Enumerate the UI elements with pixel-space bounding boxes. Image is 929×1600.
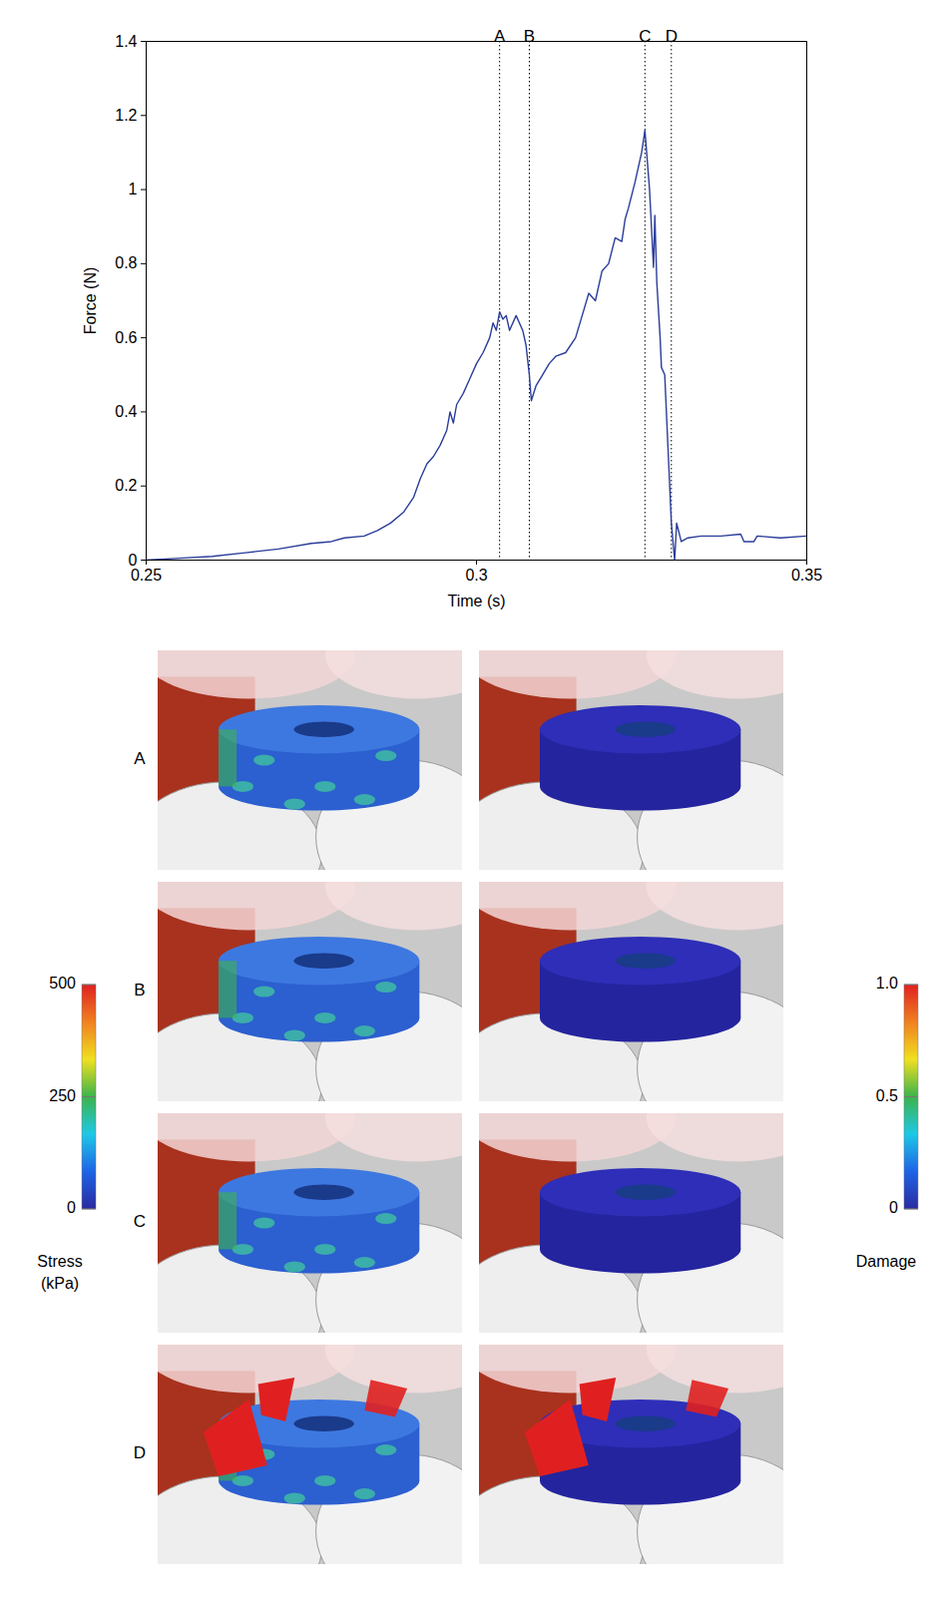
svg-text:1.4: 1.4 — [114, 32, 137, 50]
svg-text:A: A — [493, 26, 506, 46]
svg-text:1.0: 1.0 — [876, 974, 899, 992]
svg-text:Damage: Damage — [856, 1253, 918, 1271]
svg-text:D: D — [665, 26, 678, 46]
svg-text:0.35: 0.35 — [791, 566, 823, 584]
svg-text:0.25: 0.25 — [130, 566, 162, 584]
svg-text:B: B — [133, 980, 145, 1000]
svg-text:0.3: 0.3 — [464, 566, 487, 584]
svg-text:D: D — [133, 1443, 146, 1463]
svg-text:0.6: 0.6 — [114, 329, 137, 347]
svg-text:A: A — [133, 749, 146, 769]
svg-text:0.5: 0.5 — [876, 1087, 899, 1105]
svg-text:C: C — [133, 1212, 146, 1232]
svg-text:0: 0 — [128, 551, 138, 569]
svg-text:Time (s): Time (s) — [447, 592, 505, 610]
svg-text:(kPa): (kPa) — [40, 1275, 79, 1293]
svg-text:Stress: Stress — [36, 1253, 82, 1271]
svg-text:500: 500 — [48, 974, 76, 992]
svg-text:0: 0 — [66, 1199, 76, 1217]
svg-text:C: C — [638, 26, 651, 46]
svg-text:250: 250 — [48, 1087, 76, 1105]
svg-text:0.8: 0.8 — [114, 254, 137, 272]
svg-text:0: 0 — [889, 1199, 899, 1217]
svg-text:0.2: 0.2 — [114, 476, 137, 494]
svg-text:1.2: 1.2 — [114, 106, 137, 124]
svg-text:1: 1 — [128, 180, 138, 198]
svg-text:B: B — [523, 26, 535, 46]
svg-text:0.4: 0.4 — [114, 403, 137, 421]
svg-text:Force (N): Force (N) — [81, 267, 99, 336]
